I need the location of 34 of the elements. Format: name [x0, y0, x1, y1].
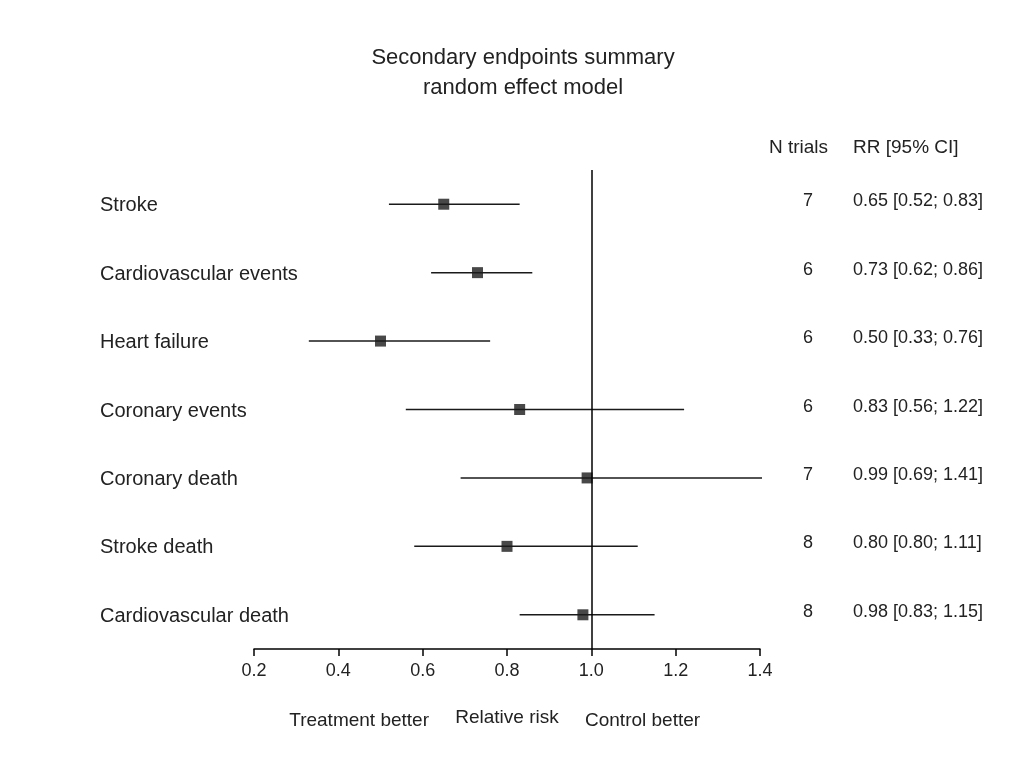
data-label: 0.73 [0.62; 0.86]: [853, 258, 984, 279]
y-tick-label: Heart failure: [100, 330, 209, 353]
text: Control better: [585, 708, 701, 730]
text: 6: [802, 395, 813, 416]
y-tick-label: Cardiovascular death: [100, 603, 289, 626]
x-tick-label: 1.2: [663, 660, 689, 680]
x-tick-label: 0.4: [325, 660, 351, 680]
data-label: 0.98 [0.83; 1.15]: [853, 600, 984, 621]
y-tick-label: Stroke death: [100, 535, 214, 558]
y-tick-label: Coronary death: [100, 466, 238, 489]
x-axis-title: Relative risk: [455, 706, 560, 727]
data-label: 0.65 [0.52; 0.83]: [853, 190, 984, 211]
text: RR [95% CI]: [853, 135, 959, 157]
text: 6: [802, 327, 813, 348]
data-label: 0.83 [0.56; 1.22]: [853, 395, 984, 416]
data-label: 0.80 [0.80; 1.11]: [853, 532, 982, 553]
y-tick-label: Coronary events: [100, 398, 247, 421]
x-tick-label: 0.2: [241, 660, 267, 680]
data-label: 0.50 [0.33; 0.76]: [853, 327, 984, 348]
y-tick-label: Stroke: [100, 193, 158, 216]
chart-title: Secondary endpoints summary random effect model: [371, 43, 675, 99]
y-tick-label: Cardiovascular events: [100, 261, 298, 284]
text: Treatment better: [289, 708, 430, 730]
x-tick-label: 0.8: [494, 660, 520, 680]
text: N trials: [768, 135, 828, 157]
text: 8: [802, 600, 813, 621]
data-label: 0.99 [0.69; 1.41]: [853, 463, 984, 484]
text: 7: [802, 190, 813, 211]
text: 6: [802, 258, 813, 279]
text: 8: [802, 532, 813, 553]
text: 7: [802, 463, 813, 484]
x-tick-label: 0.6: [410, 660, 436, 680]
x-tick-label: 1.4: [747, 660, 773, 680]
x-tick-label: 1.0: [578, 660, 604, 680]
